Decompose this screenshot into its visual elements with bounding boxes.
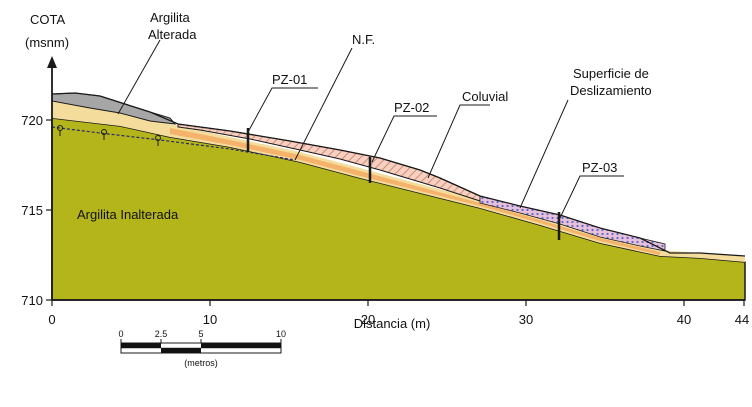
y-axis-title-line1: COTA [30,12,65,27]
y-axis-arrow [47,56,57,68]
leader-lines [117,39,624,219]
x-tick-label-0: 0 [48,312,55,327]
x-ticks-marks [51,300,745,306]
x-tick-label-10: 10 [203,312,217,327]
label-argilita-alterada-line2: Alterada [148,27,197,42]
scale-tick-10: 10 [276,329,286,339]
label-nf: N.F. [352,32,375,47]
scale-bar [120,339,282,354]
y-ticks-marks [46,119,52,301]
ground-surface-line [51,92,746,257]
x-tick-label-44: 44 [735,312,749,327]
x-tick-label-40: 40 [677,312,691,327]
label-pz01: PZ-01 [272,72,307,87]
x-tick-label-30: 30 [519,312,533,327]
phreatic-level-line [51,126,296,161]
label-superficie-line1: Superficie de [573,66,649,81]
scale-unit: (metros) [184,358,218,368]
scale-tick-0: 0 [118,329,123,339]
y-tick-label-720: 720 [21,113,43,128]
y-axis-title-line2: (msnm) [25,35,69,50]
label-pz03: PZ-03 [582,160,617,175]
orange-layer [170,128,660,255]
label-coluvial: Coluvial [462,89,508,104]
label-argilita-alterada-line1: Argilita [150,10,191,25]
label-pz02: PZ-02 [394,100,429,115]
label-argilita-inalterada: Argilita Inalterada [77,207,179,222]
label-superficie-line2: Deslizamiento [570,83,652,98]
scale-tick-5: 5 [198,329,203,339]
x-axis-title: Distancia (m) [354,316,431,331]
y-tick-label-715: 715 [21,203,43,218]
y-tick-label-710: 710 [21,293,43,308]
phreatic-markers [57,125,161,146]
x-tick-label-20: 20 [361,312,375,327]
scale-tick-2-5: 2.5 [155,329,168,339]
